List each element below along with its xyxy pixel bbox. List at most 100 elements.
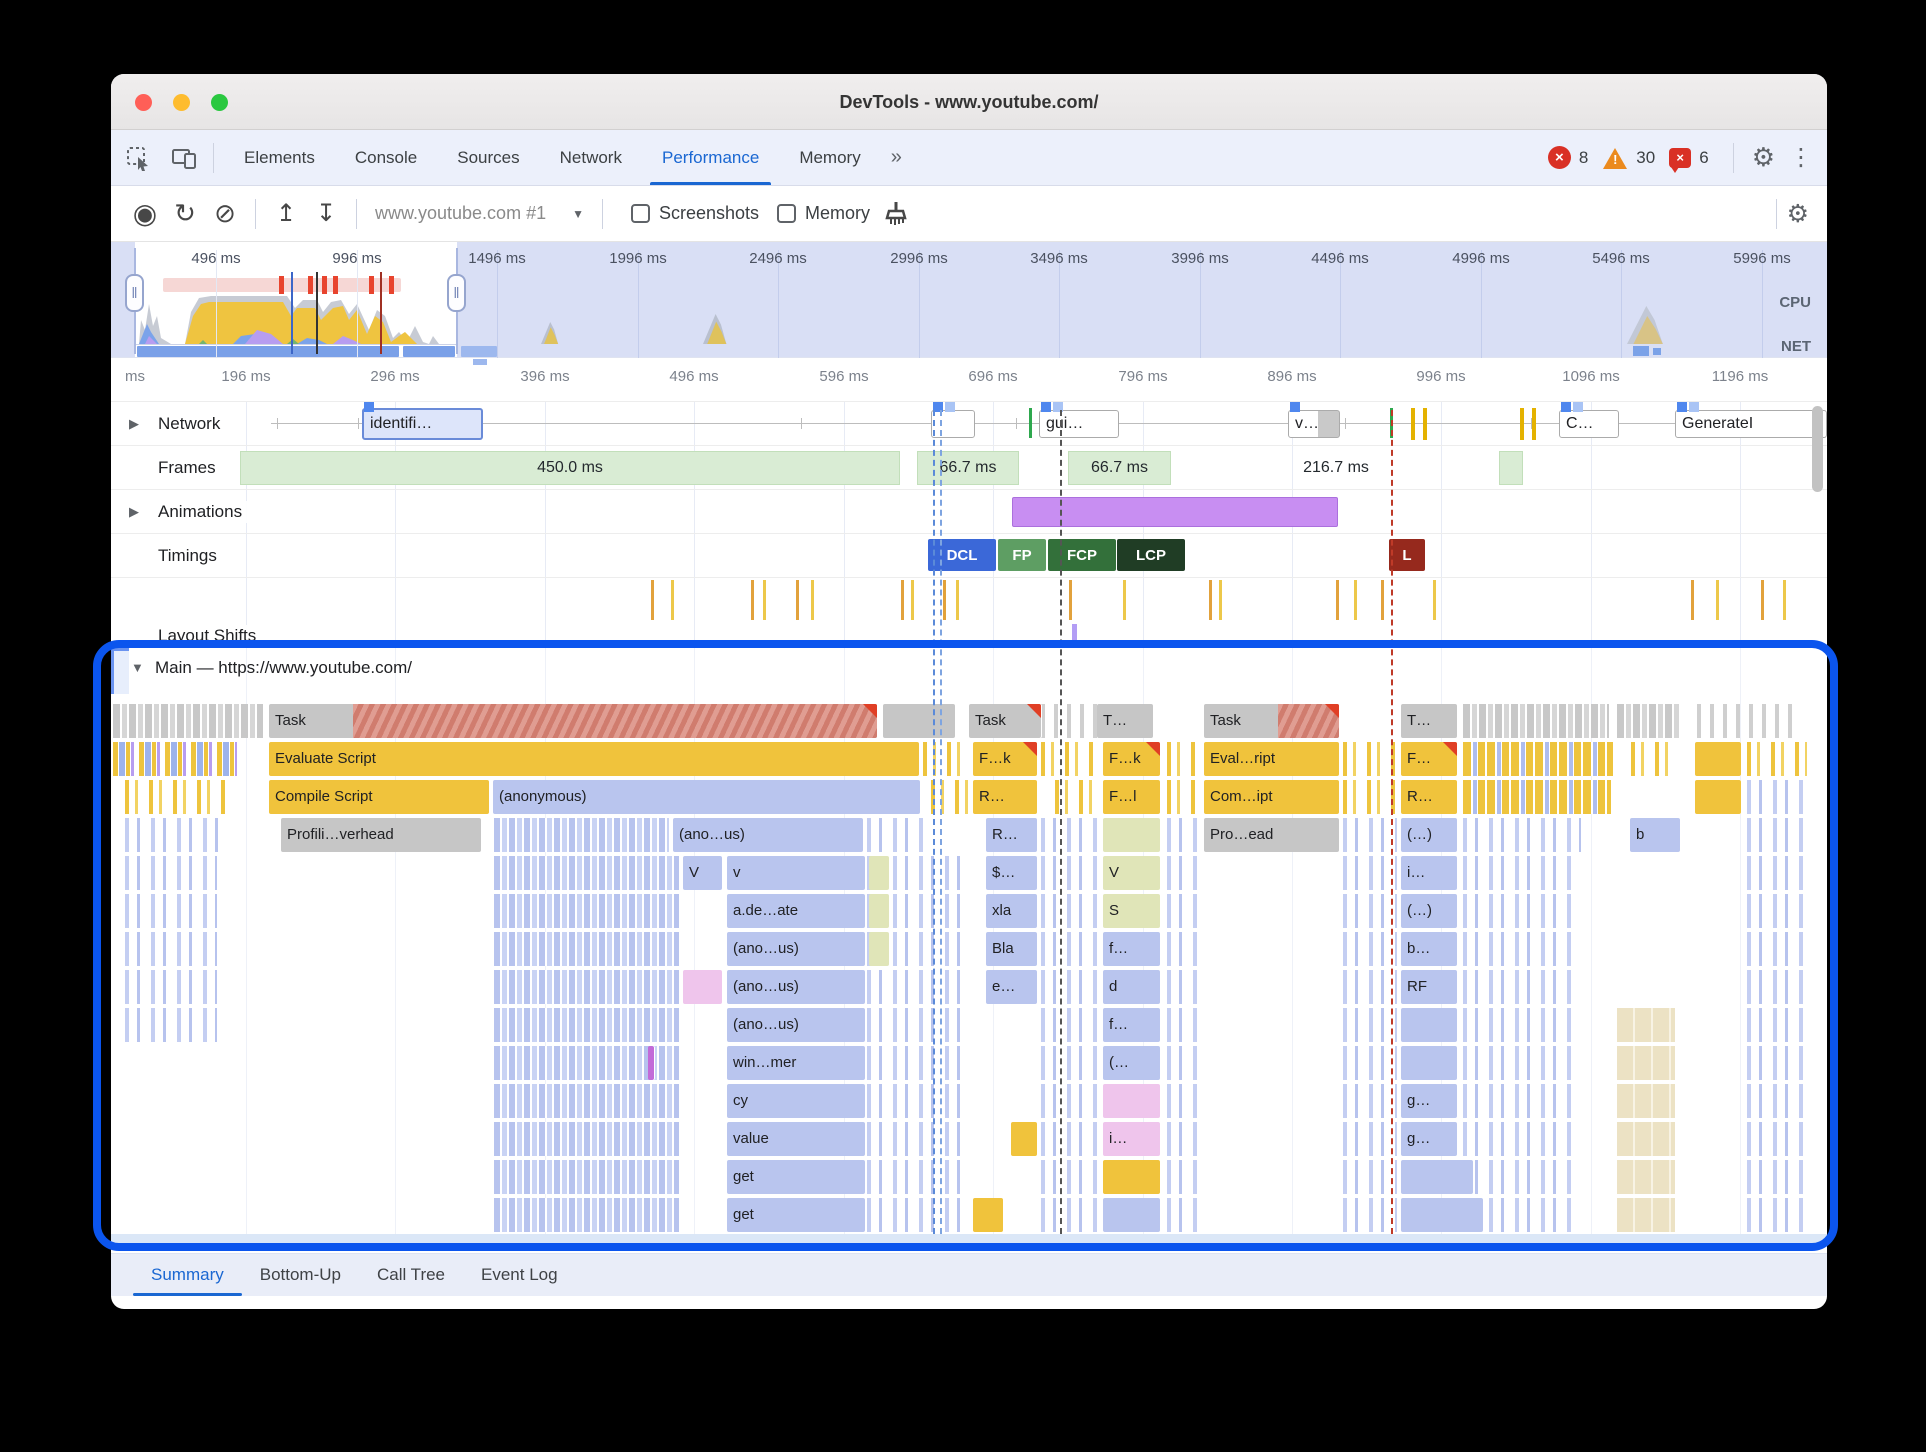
tab-sources[interactable]: Sources [457,147,520,167]
selection-left-handle[interactable]: ‖ [125,274,144,312]
flame-bar-value[interactable]: value [727,1122,865,1156]
network-request[interactable]: identifi… [362,408,483,440]
network-request[interactable] [931,410,975,438]
flame-bar-r[interactable]: R… [1401,780,1457,814]
flame-bar-profili-verhead[interactable]: Profili…verhead [281,818,481,852]
flame-bar-s[interactable]: S [1103,894,1160,928]
flame-bar-f-k[interactable]: F…k [973,742,1037,776]
flame-bar-f[interactable]: f… [1103,1008,1160,1042]
flame-bar-rf[interactable]: RF [1401,970,1457,1004]
flame-bar-a-de-ate[interactable]: a.de…ate [727,894,865,928]
network-request[interactable]: C… [1559,410,1619,438]
flame-bar-eval-ript[interactable]: Eval…ript [1204,742,1339,776]
flame-bar[interactable] [1103,1160,1160,1194]
settings-gear-icon[interactable]: ⚙ [1751,142,1775,172]
save-profile-icon[interactable]: ↧ [315,200,337,227]
tab-network[interactable]: Network [559,147,622,167]
flame-bar[interactable] [1103,1198,1160,1232]
flame-bar-r[interactable]: R… [973,780,1037,814]
flame-bar-task[interactable]: Task [1204,704,1339,738]
flame-bar-bla[interactable]: Bla [986,932,1037,966]
main-expander-icon[interactable]: ▼ [131,660,144,675]
screenshots-checkbox[interactable]: Screenshots [630,203,759,224]
flame-bar[interactable] [1103,818,1160,852]
flame-bar-f[interactable]: f… [1103,932,1160,966]
warning-badge-icon[interactable]: ! [1602,147,1628,169]
network-expander-icon[interactable]: ▶ [129,415,139,431]
close-button[interactable] [135,94,152,111]
flame-bar[interactable] [1401,1008,1457,1042]
tab-elements[interactable]: Elements [244,147,315,167]
flame-bar-g[interactable]: g… [1401,1122,1457,1156]
flame-bar-ano-us[interactable]: (ano…us) [727,932,865,966]
bottom-tab-event-log[interactable]: Event Log [481,1265,558,1284]
flame-bar-xla[interactable]: xla [986,894,1037,928]
main-track-header[interactable]: Main — https://www.youtube.com/ [155,658,412,677]
flame-bar-win-mer[interactable]: win…mer [727,1046,865,1080]
frame-bar[interactable] [1499,451,1523,485]
flame-bar[interactable] [1695,742,1741,776]
frame-bar[interactable]: 66.7 ms [917,451,1019,485]
flame-bar-v[interactable]: v [727,856,865,890]
flame-bar-evaluate-script[interactable]: Evaluate Script [269,742,919,776]
network-request[interactable]: gui… [1039,410,1119,438]
inspect-icon[interactable] [119,139,157,177]
flame-bar-i[interactable]: i… [1401,856,1457,890]
bottom-tab-call-tree[interactable]: Call Tree [376,1265,446,1284]
flame-bar-r[interactable]: R… [986,818,1037,852]
flame-bar-t[interactable]: T… [1401,704,1457,738]
network-request[interactable]: GenerateI [1675,410,1827,438]
flame-bar-i[interactable]: i… [1103,1122,1160,1156]
kebab-menu-icon[interactable]: ⋮ [1789,144,1813,171]
flame-bar-ano-us[interactable]: (ano…us) [727,1008,865,1042]
flame-bar-item[interactable]: (…) [1401,894,1457,928]
timing-marker-fcp[interactable]: FCP [1048,539,1116,571]
flame-bar-get[interactable]: get [727,1160,865,1194]
bottom-tab-summary[interactable]: Summary [133,1254,242,1296]
flame-bar-compile-script[interactable]: Compile Script [269,780,489,814]
flame-bar-anonymous[interactable]: (anonymous) [493,780,920,814]
flame-bar[interactable] [869,894,889,928]
flame-bar[interactable] [1401,1198,1483,1232]
profile-select[interactable]: www.youtube.com #1 ▼ [375,203,584,224]
timing-marker-lcp[interactable]: LCP [1117,539,1185,571]
timing-marker-l[interactable]: L [1389,539,1425,571]
animation-bar[interactable] [1012,497,1338,527]
memory-checkbox[interactable]: Memory [777,203,870,224]
flame-bar[interactable] [683,970,722,1004]
flame-bar-pro-ead[interactable]: Pro…ead [1204,818,1339,852]
zoom-button[interactable] [211,94,228,111]
flame-bar-com-ipt[interactable]: Com…ipt [1204,780,1339,814]
tab-console[interactable]: Console [354,147,418,167]
error-badge-icon[interactable]: × [1547,146,1571,169]
flame-bar[interactable] [1401,1046,1457,1080]
flame-bar-item[interactable]: $… [986,856,1037,890]
flame-bar-get[interactable]: get [727,1198,865,1232]
selection-right-handle[interactable]: ‖ [447,274,466,312]
bottom-tab-bottom-up[interactable]: Bottom-Up [259,1265,341,1284]
more-tabs-button[interactable]: » [890,146,902,168]
flame-bar-ano-us[interactable]: (ano…us) [673,818,863,852]
device-toolbar-icon[interactable] [165,139,203,177]
frame-bar[interactable]: 66.7 ms [1068,451,1171,485]
clear-button[interactable]: ⊘ [214,198,236,228]
tab-performance[interactable]: Performance [642,130,779,185]
frame-bar[interactable]: 450.0 ms [240,451,900,485]
flame-bar-task[interactable]: Task [969,704,1041,738]
timeline-overview[interactable]: CPU NET 496 ms 996 ms 1496 ms 1996 ms 2496 m… [111,242,1827,365]
network-request[interactable]: v… [1288,410,1340,438]
flame-bar-f[interactable]: F… [1401,742,1457,776]
flame-bar-d[interactable]: d [1103,970,1160,1004]
vertical-scrollbar-thumb[interactable] [1812,406,1823,492]
animations-expander-icon[interactable]: ▶ [129,503,139,519]
timing-marker-fp[interactable]: FP [998,539,1046,571]
flame-bar-v[interactable]: V [1103,856,1160,890]
flame-bar-item[interactable]: (…) [1401,818,1457,852]
flame-bar[interactable] [973,1198,1003,1232]
flame-bar-t[interactable]: T… [1097,704,1153,738]
flame-bar-ano-us[interactable]: (ano…us) [727,970,865,1004]
tab-memory[interactable]: Memory [799,147,861,167]
load-profile-icon[interactable]: ↥ [275,200,297,227]
flame-bar-g[interactable]: g… [1401,1084,1457,1118]
flame-bar[interactable] [1103,1084,1160,1118]
